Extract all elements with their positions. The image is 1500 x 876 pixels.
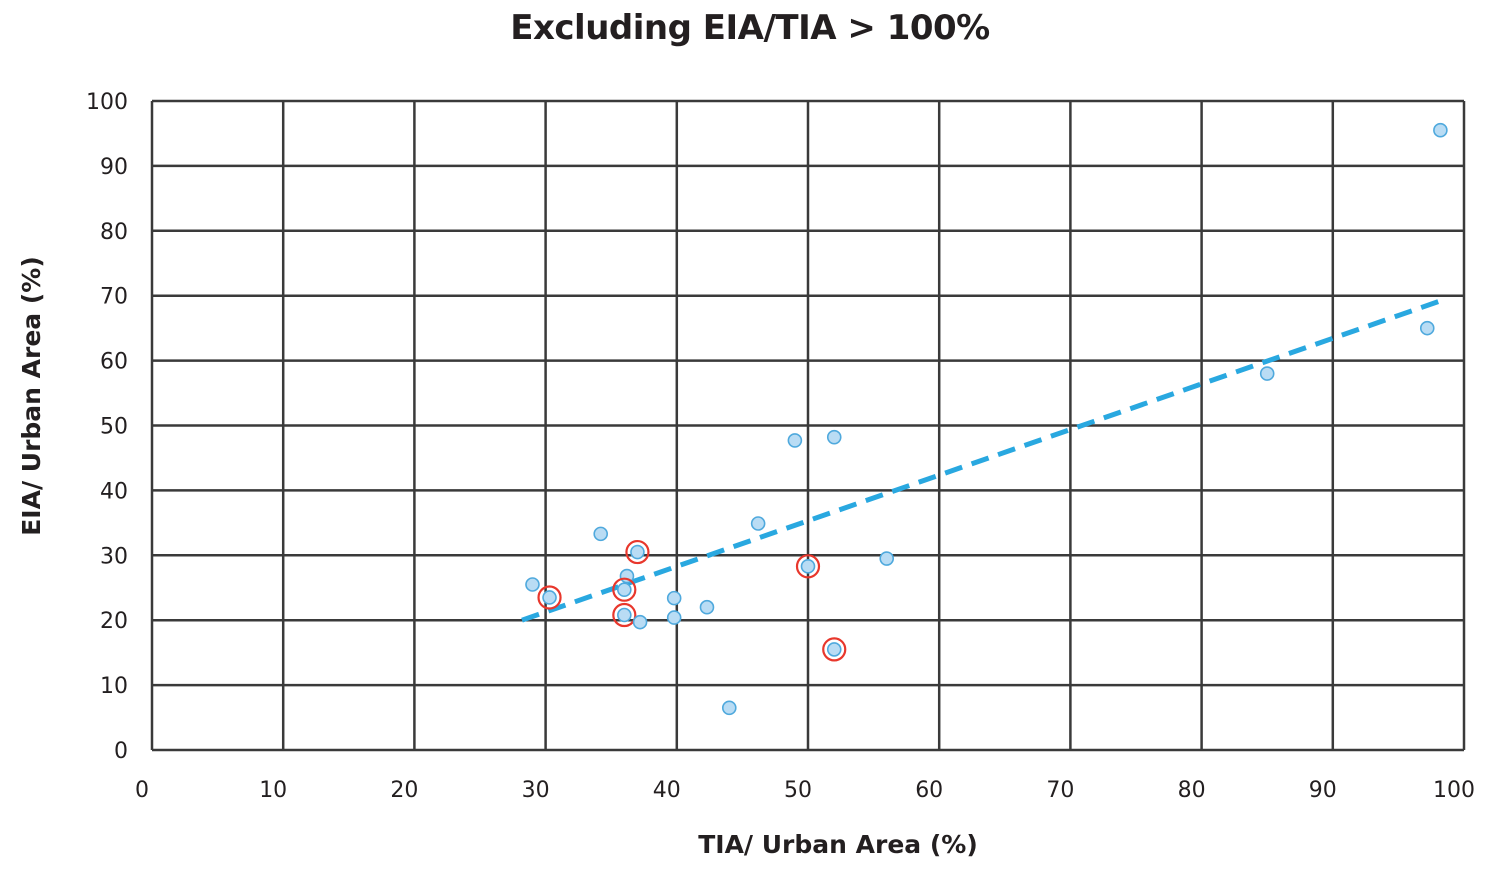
x-axis-label: TIA/ Urban Area (%) (698, 830, 978, 859)
highlight-ring (612, 577, 637, 602)
y-tick-label: 50 (100, 415, 128, 440)
trendline-layer (521, 298, 1442, 623)
highlight-ring (625, 539, 650, 565)
data-point (666, 610, 682, 625)
x-tick-label: 10 (259, 778, 287, 803)
y-tick-label: 70 (100, 285, 128, 310)
data-point (750, 516, 766, 531)
grid (150, 99, 1466, 752)
data-point (630, 544, 645, 560)
y-tick-label: 20 (100, 609, 128, 634)
x-tick-label: 80 (1178, 778, 1206, 803)
highlight-ring (822, 637, 847, 662)
x-tick-label: 100 (1433, 778, 1475, 803)
data-point (1433, 122, 1448, 138)
y-tick-label: 40 (100, 479, 128, 504)
y-axis-label: EIA/ Urban Area (%) (17, 256, 46, 536)
x-tick-label: 20 (390, 778, 418, 803)
x-tick-label: 90 (1309, 778, 1337, 803)
highlight-ring (537, 585, 562, 610)
x-tick-label: 0 (135, 778, 149, 803)
data-point (632, 614, 648, 630)
x-tick-label: 50 (784, 778, 812, 803)
x-tick-label: 40 (653, 778, 681, 803)
data-point (800, 559, 816, 574)
x-tick-label: 60 (915, 778, 943, 803)
data-point (1419, 320, 1435, 336)
y-tick-label: 90 (100, 155, 128, 180)
data-point (787, 433, 803, 448)
data-point (1259, 366, 1275, 381)
x-tick-label: 70 (1046, 778, 1074, 803)
data-point (617, 582, 632, 597)
data-point (721, 700, 737, 716)
y-tick-label: 10 (100, 674, 128, 699)
y-tick-label: 30 (100, 544, 128, 569)
data-point (593, 526, 609, 542)
highlight-ring (612, 602, 637, 628)
y-tick-label: 100 (86, 90, 128, 115)
data-point (879, 551, 895, 566)
data-point (525, 577, 540, 592)
y-tick-label: 0 (114, 739, 128, 764)
data-point (666, 590, 682, 606)
data-point (826, 429, 842, 445)
data-point (617, 607, 632, 623)
data-point (699, 599, 715, 615)
tick-labels: 0 10 20 30 40 50 60 70 80 90 100 0 10 20 30 40 50 60 70 80 9… (86, 90, 1475, 803)
y-tick-label: 80 (100, 220, 128, 245)
data-point (826, 642, 842, 657)
x-tick-label: 30 (522, 778, 550, 803)
chart-title: Excluding EIA/TIA > 100% (510, 8, 990, 48)
y-tick-label: 60 (100, 350, 128, 375)
highlight-ring (795, 554, 821, 579)
data-point (542, 590, 557, 605)
trendline (521, 298, 1442, 623)
data-points (525, 122, 1448, 716)
